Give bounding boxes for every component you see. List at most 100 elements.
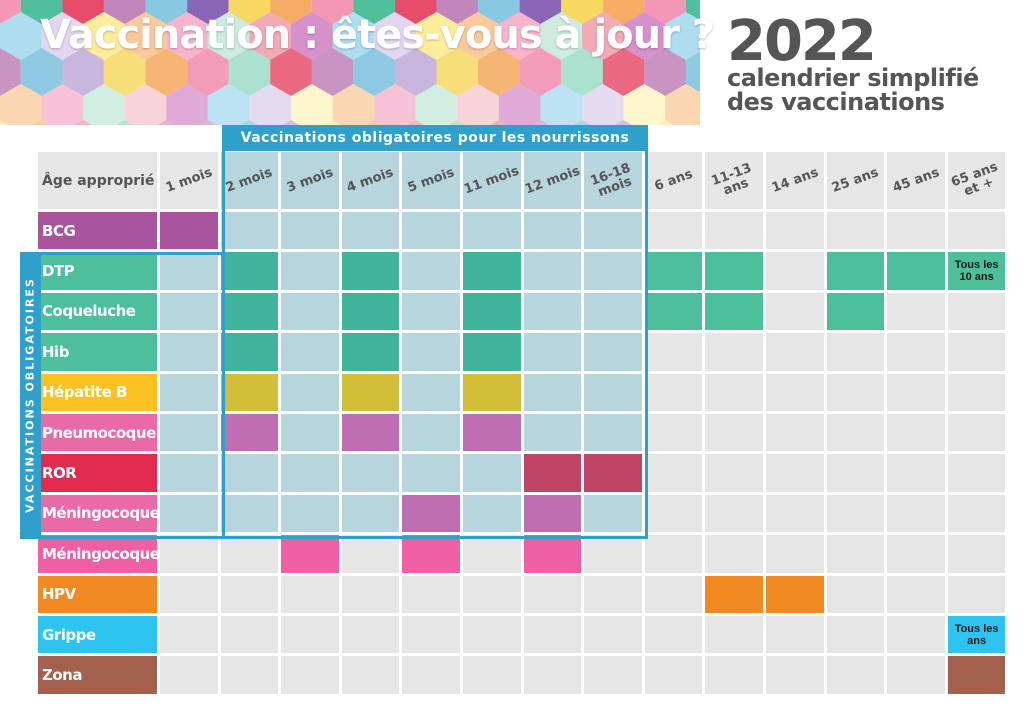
empty-cell [826, 494, 885, 533]
hexagon-shape [187, 48, 229, 96]
empty-cell [887, 373, 945, 411]
hexagon-shape [157, 120, 175, 125]
empty-cell [644, 414, 703, 452]
vaccine-mark [220, 252, 279, 290]
hexagon-shape [20, 48, 63, 96]
hexagon-shape [540, 12, 582, 60]
empty-cell [947, 575, 1006, 613]
hexagon-shape [415, 84, 458, 125]
hexagon-pattern [0, 0, 700, 125]
age-header: Âge approprié [38, 152, 157, 209]
empty-cell [341, 212, 400, 250]
vaccine-mark [523, 494, 582, 533]
hexagon-shape [519, 48, 562, 96]
hexagon-shape [323, 120, 342, 125]
empty-cell [523, 212, 582, 250]
vaccine-mark [341, 252, 400, 290]
empty-cell [766, 616, 824, 654]
vaccine-mark [402, 535, 460, 573]
empty-cell [705, 616, 763, 654]
empty-cell [160, 373, 218, 411]
empty-cell [402, 656, 460, 694]
empty-cell [887, 535, 945, 573]
vaccine-mark [160, 212, 218, 250]
column-header-label: 4 mois [345, 165, 396, 196]
vaccine-mark [220, 333, 279, 371]
empty-cell [220, 454, 279, 492]
empty-cell [402, 616, 460, 654]
empty-cell [705, 333, 763, 371]
hexagon-shape [540, 84, 582, 125]
decorative-banner [0, 0, 700, 125]
empty-cell [947, 333, 1006, 371]
empty-cell [644, 333, 703, 371]
empty-cell [160, 535, 218, 573]
empty-cell [402, 212, 460, 250]
hexagon-shape [291, 84, 333, 125]
empty-cell [402, 454, 460, 492]
empty-cell [644, 575, 703, 613]
column-header: 1 mois [160, 152, 218, 209]
column-header-label: 6 ans [652, 166, 695, 195]
empty-cell [887, 414, 945, 452]
empty-cell [826, 212, 885, 250]
hexagon-shape [407, 120, 425, 125]
column-header: 6 ans [644, 152, 703, 209]
column-header-label: 3 mois [284, 165, 336, 196]
row-header: HPV [38, 575, 157, 613]
empty-cell [402, 292, 460, 331]
column-header-label: 11 mois [462, 163, 522, 198]
infant-group-label: Vaccinations obligatoires pour les nourr… [222, 125, 648, 151]
empty-cell [160, 656, 218, 694]
empty-cell [584, 616, 642, 654]
vaccine-mark [584, 454, 642, 492]
hexagon-shape [103, 0, 146, 24]
hexagon-shape [457, 12, 499, 60]
vaccine-mark [220, 414, 279, 452]
vaccine-mark [220, 373, 279, 411]
empty-cell [341, 616, 400, 654]
empty-cell [644, 656, 703, 694]
column-header-label: 5 mois [405, 165, 457, 196]
column-header-label: 25 ans [830, 165, 881, 196]
empty-cell [341, 494, 400, 533]
empty-cell [766, 414, 824, 452]
hexagon-shape [415, 12, 458, 60]
empty-cell [644, 454, 703, 492]
hexagon-shape [623, 12, 666, 60]
vaccine-mark [463, 333, 521, 371]
empty-cell [766, 252, 824, 290]
empty-cell [523, 616, 582, 654]
column-header: 65 ans et + [947, 152, 1006, 209]
empty-cell [766, 333, 824, 371]
empty-cell [947, 535, 1006, 573]
hexagon-shape [187, 0, 229, 24]
vaccine-note: Tous les 10 ans [947, 252, 1006, 290]
empty-cell [220, 494, 279, 533]
hexagon-shape [374, 12, 416, 60]
empty-cell [584, 333, 642, 371]
vaccine-mark [644, 292, 703, 331]
empty-cell [160, 252, 218, 290]
vaccine-mark [523, 454, 582, 492]
empty-cell [887, 575, 945, 613]
hexagon-shape [199, 120, 217, 125]
empty-cell [402, 252, 460, 290]
empty-cell [281, 373, 339, 411]
empty-cell [584, 535, 642, 573]
hexagon-shape [145, 0, 188, 24]
hexagon-shape [614, 120, 633, 125]
hexagon-shape [561, 48, 603, 96]
empty-cell [584, 212, 642, 250]
hexagon-shape [116, 120, 134, 125]
empty-cell [887, 656, 945, 694]
column-header-label: 1 mois [163, 165, 215, 196]
hexagon-shape [365, 120, 383, 125]
vaccine-mark [463, 292, 521, 331]
hexagon-shape [436, 0, 478, 24]
hexagon-shape [602, 48, 645, 96]
empty-cell [705, 535, 763, 573]
row-header: Zona [38, 656, 157, 694]
row-header: Hib [38, 333, 157, 371]
empty-cell [160, 292, 218, 331]
